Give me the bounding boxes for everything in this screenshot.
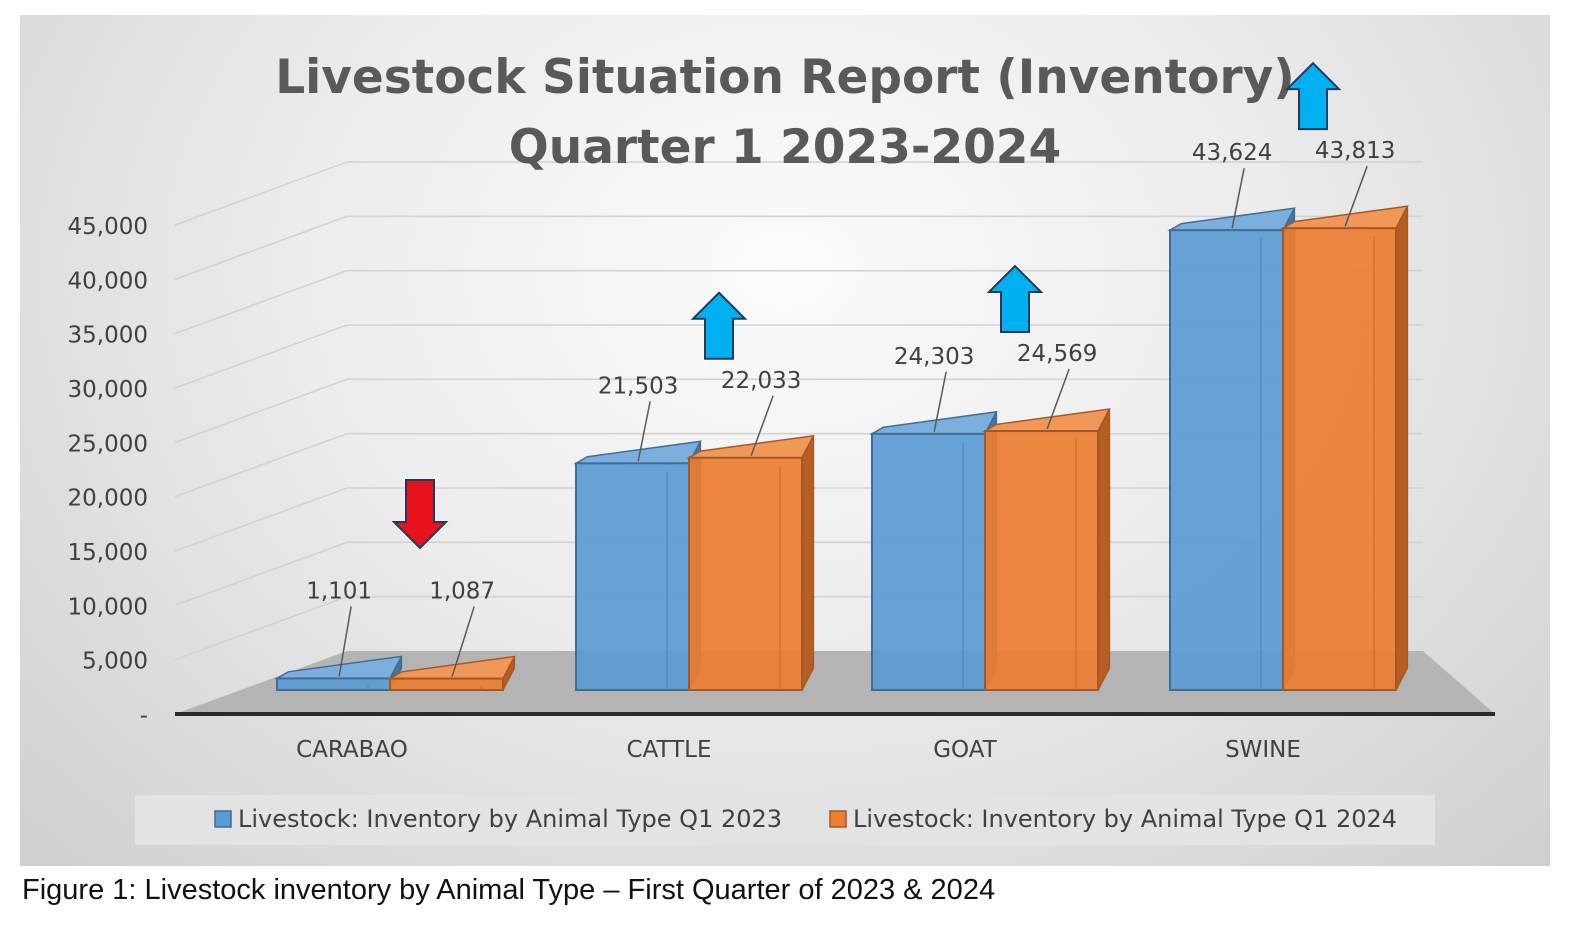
gridline <box>174 215 1423 281</box>
y-tick-label: 20,000 <box>68 486 148 512</box>
data-label-leader <box>637 401 651 462</box>
chart-frame: Livestock Situation Report (Inventory) Q… <box>20 15 1550 866</box>
chart-title-line-1: Livestock Situation Report (Inventory) <box>275 50 1295 105</box>
data-label-leader <box>1344 165 1368 227</box>
bar-swine-2024 <box>1280 205 1409 692</box>
x-tick-label: SWINE <box>1225 737 1301 763</box>
legend-label: Livestock: Inventory by Animal Type Q1 2… <box>238 805 782 833</box>
trend-arrow-up-icon <box>1284 61 1342 131</box>
y-tick-label: 45,000 <box>68 214 148 240</box>
bar-cattle-2023 <box>573 440 702 692</box>
figure-caption: Figure 1: Livestock inventory by Animal … <box>22 874 996 906</box>
bar-front <box>575 462 690 692</box>
data-label: 1,087 <box>429 579 495 605</box>
bar-front <box>276 677 391 691</box>
bar-cattle-2024 <box>686 434 815 691</box>
bar-side <box>1097 408 1111 691</box>
bar-side <box>1395 205 1409 691</box>
y-tick-label: 15,000 <box>68 540 148 566</box>
bar-goat-2023 <box>869 410 998 691</box>
legend-swatch <box>214 810 232 828</box>
gridline <box>174 161 1423 226</box>
y-tick-label: 10,000 <box>68 594 148 620</box>
x-tick-label: GOAT <box>933 737 997 763</box>
bar-front <box>871 432 986 691</box>
data-label-leader <box>750 395 774 457</box>
y-tick-label: 40,000 <box>68 268 148 294</box>
y-tick-label: - <box>140 703 148 729</box>
gridline <box>174 269 1423 335</box>
data-label: 43,624 <box>1192 140 1272 166</box>
data-label: 43,813 <box>1315 138 1395 164</box>
data-label: 24,569 <box>1017 341 1097 367</box>
data-label: 24,303 <box>894 344 974 370</box>
bar-front <box>1282 227 1397 692</box>
trend-arrow-up-icon <box>986 264 1044 334</box>
chart-title-line-2: Quarter 1 2023-2024 <box>509 120 1061 175</box>
data-label-leader <box>451 606 475 677</box>
data-label: 22,033 <box>721 368 801 394</box>
gridline <box>174 378 1423 444</box>
bar-goat-2024 <box>982 408 1111 691</box>
chart-svg: Livestock Situation Report (Inventory) Q… <box>68 50 1495 845</box>
x-tick-label: CATTLE <box>626 737 711 763</box>
data-label-leader <box>338 606 352 677</box>
y-tick-label: 25,000 <box>68 431 148 457</box>
data-label: 1,101 <box>306 578 372 604</box>
bar-carabao-2024 <box>387 655 516 692</box>
bar-front <box>389 677 504 692</box>
y-tick-label: 5,000 <box>82 649 148 675</box>
x-tick-label: CARABAO <box>296 737 408 763</box>
data-label: 21,503 <box>598 373 678 399</box>
trend-arrow-up-icon <box>690 291 748 360</box>
data-label-leader <box>933 371 947 432</box>
legend-label: Livestock: Inventory by Animal Type Q1 2… <box>853 805 1397 833</box>
bar-front <box>1169 229 1284 691</box>
gridline <box>174 324 1423 389</box>
y-tick-label: 35,000 <box>68 323 148 349</box>
legend-swatch <box>829 810 847 828</box>
bar-front <box>984 430 1099 691</box>
bar-side <box>801 435 815 691</box>
data-label-leader <box>1046 368 1070 430</box>
legend-box <box>135 795 1435 845</box>
trend-arrow-down-icon <box>391 479 449 550</box>
bar-swine-2023 <box>1167 207 1296 691</box>
bar-front <box>688 456 803 691</box>
data-label-leader <box>1231 168 1245 229</box>
y-tick-label: 30,000 <box>68 377 148 403</box>
